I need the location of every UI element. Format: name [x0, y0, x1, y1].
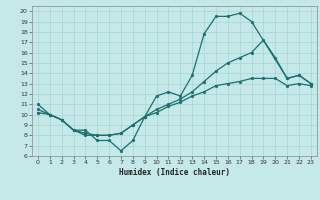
X-axis label: Humidex (Indice chaleur): Humidex (Indice chaleur): [119, 168, 230, 177]
